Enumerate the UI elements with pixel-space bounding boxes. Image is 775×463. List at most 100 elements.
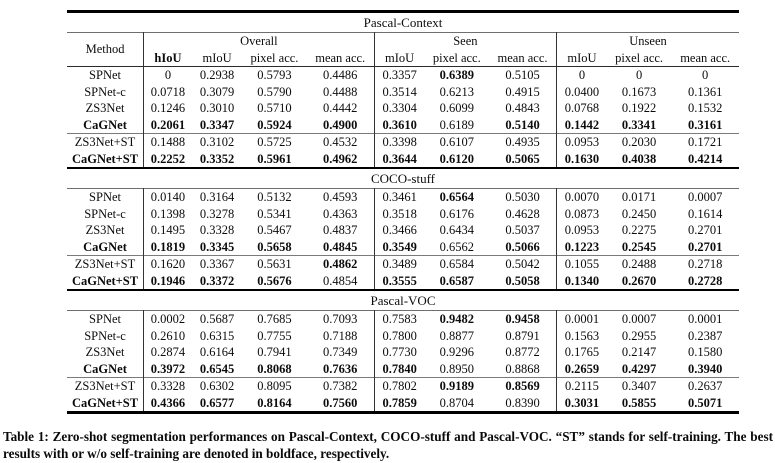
group-header: Overall <box>143 32 375 50</box>
value-cell: 0.3079 <box>199 84 235 99</box>
value-cell: 0.0007 <box>687 190 723 204</box>
value-cell: 0.3341 <box>621 117 657 132</box>
value-cell: 0.9189 <box>439 379 474 393</box>
value-cell: 0.8772 <box>489 344 558 361</box>
method-cell: ZS3Net <box>67 344 145 361</box>
value-cell: 0.7755 <box>257 328 292 343</box>
value-cell: 0.3514 <box>382 84 417 99</box>
value-cell: 0.5924 <box>257 117 292 132</box>
value-cell: 0.2030 <box>621 135 657 149</box>
value-cell: 0.0002 <box>150 312 186 326</box>
value-cell: 0.7941 <box>257 345 292 359</box>
value-cell: 0.4038 <box>621 151 657 166</box>
table-row: ZS3Net+ST 0.1488 0.3102 0.5725 0.4532 0.3398 0… <box>67 133 739 151</box>
value-cell: 0.4628 <box>489 205 558 222</box>
value-cell: 0.3367 <box>199 257 235 271</box>
value-cell: 0.8791 <box>489 327 558 344</box>
value-cell: 0.6562 <box>439 239 474 254</box>
value-cell: 0.0171 <box>621 190 657 204</box>
table-row: ZS3Net 0.1246 0.3010 0.5710 0.4442 0.3304 0.60… <box>67 100 739 117</box>
value-cell: 0.3102 <box>199 135 235 149</box>
value-cell: 0.2275 <box>621 223 657 237</box>
value-cell: 0.4442 <box>306 100 375 117</box>
value-cell: 0.2061 <box>150 117 186 132</box>
section-title-row: COCO-stuff <box>67 168 739 189</box>
value-cell: 0.6564 <box>439 190 474 204</box>
value-cell: 0.2728 <box>687 273 723 288</box>
method-cell: CaGNet+ST <box>67 394 145 413</box>
value-cell: 0.0953 <box>564 223 600 237</box>
value-cell: 0.7560 <box>306 394 375 413</box>
value-cell: 0.6213 <box>439 84 474 99</box>
value-cell: 0.5132 <box>257 190 292 204</box>
value-cell: 0.8164 <box>257 395 292 410</box>
method-cell: CaGNet <box>67 116 145 134</box>
value-cell: 0.1361 <box>687 84 723 99</box>
value-cell: 0.2637 <box>687 379 723 393</box>
value-cell: 0.8704 <box>439 395 474 410</box>
table-row: ZS3Net 0.1495 0.3328 0.5467 0.4837 0.3466 0.64… <box>67 222 739 239</box>
value-cell: 0.2252 <box>150 151 186 166</box>
table-row: ZS3Net+ST 0.3328 0.6302 0.8095 0.7382 0.7802 0… <box>67 377 739 395</box>
method-cell: CaGNet <box>67 360 145 378</box>
group-header: Unseen <box>629 34 667 48</box>
table-section: COCO-stuff SPNet 0.0140 0.3164 0.5132 0.4593 0… <box>67 168 739 290</box>
value-cell: 0.7636 <box>306 360 375 378</box>
value-cell: 0.2115 <box>564 379 599 393</box>
value-cell: 0.4845 <box>306 238 375 256</box>
table-row: SPNet-c 0.2610 0.6315 0.7755 0.7188 0.7800 0.8… <box>67 327 739 344</box>
value-cell: 0.5341 <box>257 206 292 221</box>
value-cell: 0.7583 <box>382 312 417 326</box>
method-cell: CaGNet+ST <box>67 272 145 290</box>
value-cell: 0.7349 <box>306 344 375 361</box>
value-cell: 0.4962 <box>306 150 375 168</box>
table-row: SPNet 0 0.2938 0.5793 0.4486 0.3357 0.6389 0.51… <box>67 66 739 84</box>
column-header: mean acc. <box>306 49 375 67</box>
table-row: CaGNet+ST 0.2252 0.3352 0.5961 0.4962 0.3644 0… <box>67 150 739 168</box>
column-header: mIoU <box>385 50 415 65</box>
value-cell: 0.7802 <box>382 379 417 393</box>
value-cell: 0.6120 <box>439 151 474 166</box>
value-cell: 0.2450 <box>621 206 657 221</box>
method-cell: ZS3Net+ST <box>67 377 145 395</box>
value-cell: 0.1495 <box>150 223 186 237</box>
results-table: Pascal-Context Method Overall Seen Unseen hIo… <box>67 10 739 414</box>
value-cell: 0.5658 <box>257 239 292 254</box>
value-cell: 0.1055 <box>564 257 600 271</box>
value-cell: 0.6577 <box>199 395 235 410</box>
value-cell: 0.3161 <box>687 117 723 132</box>
value-cell: 0.5687 <box>199 312 235 326</box>
value-cell: 0.7840 <box>382 361 417 376</box>
value-cell: 0.3610 <box>382 117 417 132</box>
method-cell: ZS3Net <box>67 222 145 239</box>
column-header: pixel acc. <box>250 50 299 65</box>
group-header: Seen <box>374 32 558 50</box>
method-cell: ZS3Net+ST <box>67 255 145 273</box>
value-cell: 0.5631 <box>257 257 292 271</box>
value-cell: 0.3407 <box>621 379 657 393</box>
value-cell: 0.2938 <box>199 68 235 82</box>
value-cell: 0.1620 <box>150 257 186 271</box>
value-cell: 0.3328 <box>150 379 186 393</box>
value-cell: 0.3555 <box>382 273 417 288</box>
value-cell: 0.9296 <box>439 345 474 359</box>
value-cell: 0.3010 <box>199 101 235 115</box>
column-header: mean acc. <box>680 50 731 65</box>
value-cell: 0.3644 <box>382 151 417 166</box>
value-cell: 0.8868 <box>489 360 558 378</box>
column-header: mean acc. <box>489 49 558 67</box>
section-title-row: Pascal-VOC <box>67 290 739 311</box>
value-cell: 0.3357 <box>382 68 417 82</box>
value-cell: 0.1442 <box>564 117 600 132</box>
value-cell: 0.5790 <box>257 84 292 99</box>
value-cell: 0.1721 <box>687 135 723 149</box>
value-cell: 0.2701 <box>687 239 723 254</box>
value-cell: 0.4900 <box>306 116 375 134</box>
value-cell: 0.2610 <box>150 328 186 343</box>
value-cell: 0.6107 <box>439 135 474 149</box>
value-cell: 0.3489 <box>382 257 417 271</box>
value-cell: 0.1563 <box>564 328 600 343</box>
value-cell: 0.5037 <box>489 222 558 239</box>
method-cell: ZS3Net <box>67 100 145 117</box>
value-cell: 0.0140 <box>150 190 186 204</box>
